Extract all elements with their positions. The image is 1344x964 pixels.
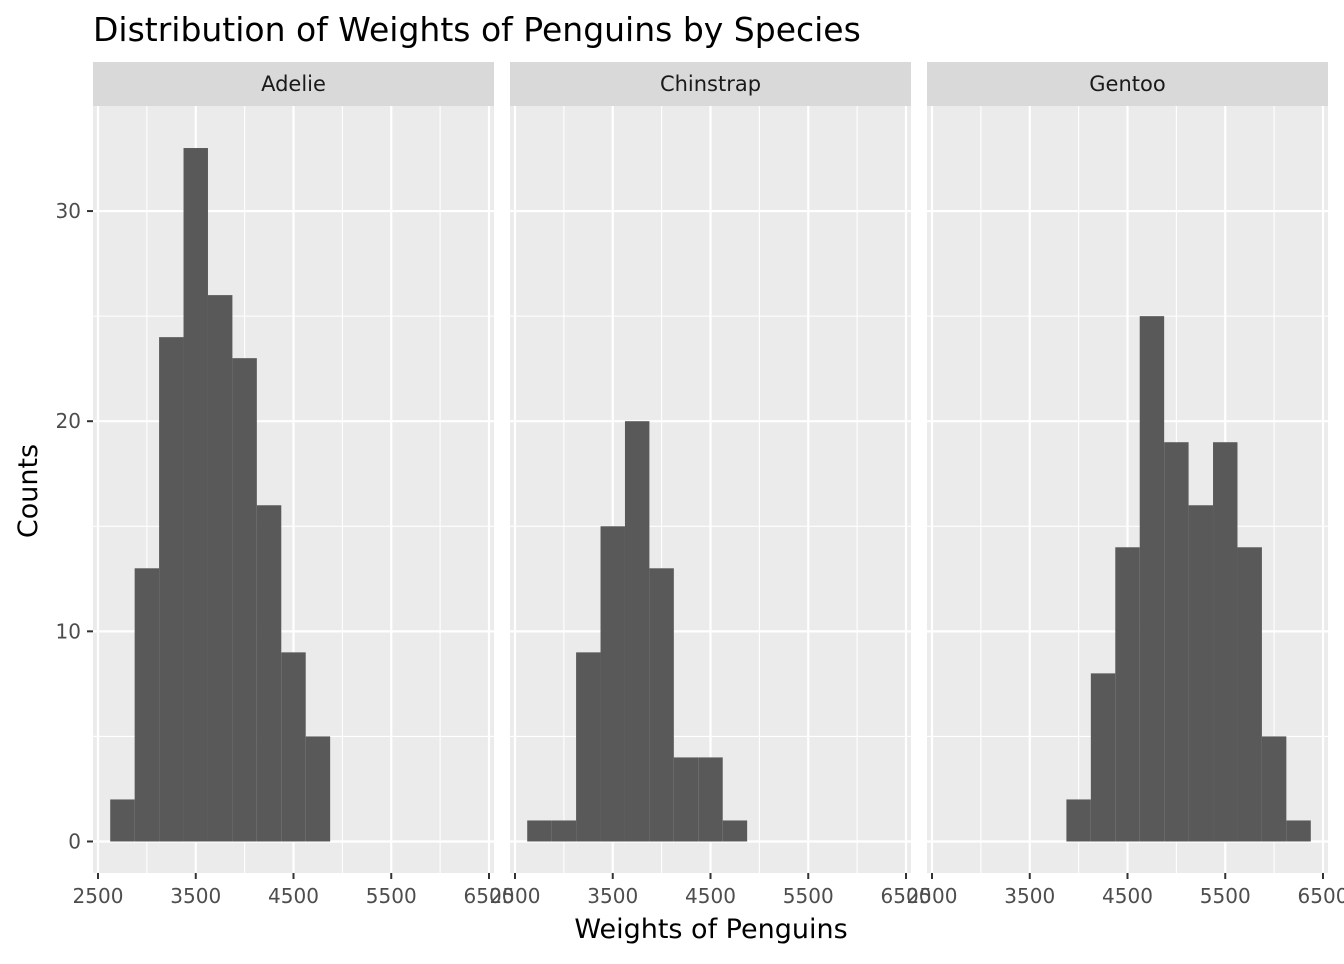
x-tick-label: 3500: [1004, 884, 1055, 908]
histogram-bar: [1139, 316, 1165, 842]
facet-strip: [510, 62, 911, 106]
x-axis-title: Weights of Penguins: [574, 914, 847, 945]
histogram-bar: [1115, 547, 1140, 842]
x-tick-label: 6500: [464, 884, 515, 908]
facet-strip-label: Adelie: [261, 72, 326, 96]
chart-title: Distribution of Weights of Penguins by S…: [93, 10, 861, 49]
facet-adelie: Adelie 2500 3500 4500 5500 6500 0 10 20 30: [56, 62, 515, 908]
histogram-bar: [110, 799, 135, 842]
histogram-bar: [159, 337, 184, 842]
histogram-bar: [281, 652, 306, 842]
histogram-bar: [232, 358, 257, 842]
histogram-bar: [600, 526, 625, 842]
histogram-bar: [1188, 505, 1214, 842]
y-tick-label: 0: [68, 829, 81, 853]
histogram-bar: [1261, 736, 1287, 842]
histogram-bar: [722, 820, 748, 842]
histogram-bar: [1286, 820, 1311, 842]
y-tick-label: 20: [56, 409, 81, 433]
histogram-bar: [1237, 547, 1262, 842]
histogram-bar: [649, 568, 674, 842]
histogram-bar: [624, 421, 650, 842]
facet-strip: [93, 62, 494, 106]
x-tick-label: 2500: [907, 884, 958, 908]
x-tick-label: 6500: [881, 884, 932, 908]
histogram-bar: [698, 757, 723, 842]
histogram-bar: [527, 820, 552, 842]
facet-strip-label: Gentoo: [1089, 72, 1165, 96]
histogram-bar: [183, 148, 208, 842]
x-tick-label: 5500: [783, 884, 834, 908]
x-tick-label: 3500: [170, 884, 221, 908]
x-tick-label: 4500: [1102, 884, 1153, 908]
facet-strip-label: Chinstrap: [660, 72, 761, 96]
x-tick-label: 5500: [1200, 884, 1251, 908]
x-tick-label: 6500: [1298, 884, 1344, 908]
x-tick-label: 2500: [490, 884, 541, 908]
histogram-bar: [1090, 673, 1116, 842]
facet-chinstrap: Chinstrap 2500 3500 4500 5500 6500: [490, 62, 932, 908]
y-tick-label: 30: [56, 199, 81, 223]
histogram-bar: [256, 505, 282, 842]
histogram-bar: [134, 568, 160, 842]
histogram-bar: [576, 652, 601, 842]
histogram-bar: [1213, 442, 1238, 842]
histogram-bar: [1164, 442, 1189, 842]
histogram-bar: [1066, 799, 1091, 842]
x-tick-label: 2500: [73, 884, 124, 908]
facet-gentoo: Gentoo 2500 3500 4500 5500 6500: [907, 62, 1344, 908]
y-axis-title: Counts: [13, 444, 44, 538]
x-tick-label: 4500: [268, 884, 319, 908]
histogram-bar: [551, 820, 577, 842]
histogram-bar: [305, 736, 331, 842]
x-tick-label: 5500: [366, 884, 417, 908]
histogram-bar: [673, 757, 699, 842]
x-tick-label: 3500: [587, 884, 638, 908]
y-tick-label: 10: [56, 619, 81, 643]
histogram-bar: [207, 295, 233, 842]
x-tick-label: 4500: [685, 884, 736, 908]
facet-strip: [927, 62, 1328, 106]
facets-layer: Adelie 2500 3500 4500 5500 6500 0 10 20 30 Chinstr…: [56, 62, 1344, 908]
